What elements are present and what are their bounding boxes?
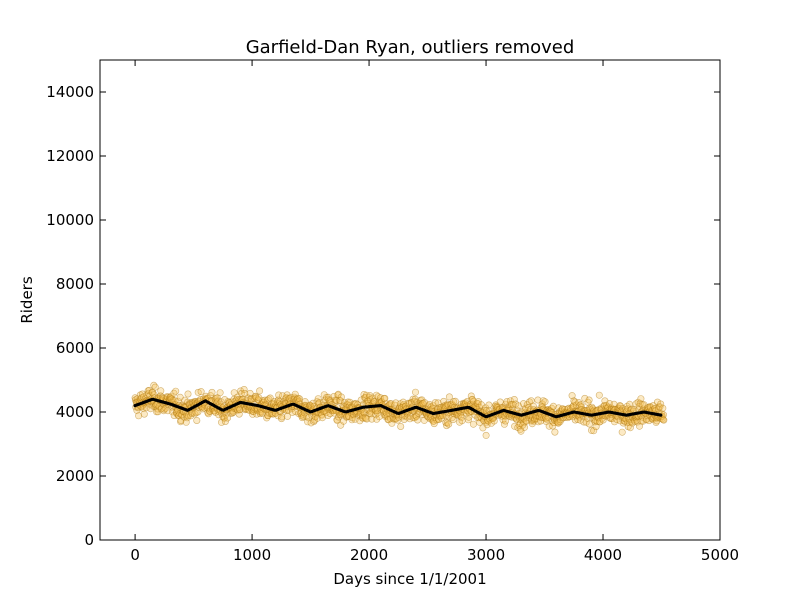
x-tick-label: 5000: [701, 546, 739, 564]
y-tick-label: 0: [84, 531, 94, 549]
data-point: [660, 416, 668, 424]
data-point: [193, 416, 201, 424]
x-tick-label: 0: [130, 546, 140, 564]
data-point: [295, 395, 303, 403]
axis-ticks: 0 1000 2000 3000 4000 5000 0 2000 4000 6000 8000 10…: [46, 60, 739, 564]
data-point: [368, 415, 376, 423]
data-point: [501, 417, 509, 425]
y-tick-label: 2000: [56, 467, 94, 485]
data-point: [363, 415, 371, 423]
data-point: [337, 393, 345, 401]
axes-frame: [99, 59, 721, 541]
data-point: [375, 413, 383, 421]
data-point: [135, 412, 143, 420]
data-point: [278, 413, 286, 421]
data-point: [634, 398, 642, 406]
data-point: [184, 412, 192, 420]
data-point: [445, 420, 453, 428]
y-axis-label: Riders: [18, 276, 36, 324]
data-point: [397, 422, 405, 430]
plot-area: [131, 381, 668, 439]
chart-title: Garfield-Dan Ryan, outliers removed: [246, 37, 575, 58]
data-point: [256, 387, 264, 395]
data-point: [637, 395, 645, 403]
data-point: [246, 389, 254, 397]
data-point: [458, 417, 466, 425]
data-point: [414, 416, 422, 424]
data-point: [464, 416, 472, 424]
x-tick-label: 3000: [467, 546, 505, 564]
data-point: [445, 393, 453, 401]
data-point: [172, 387, 180, 395]
data-point: [534, 396, 542, 404]
data-point: [541, 398, 549, 406]
data-point: [618, 428, 626, 436]
y-tick-label: 6000: [56, 339, 94, 357]
data-point: [587, 426, 595, 434]
data-point: [582, 418, 590, 426]
data-point: [657, 400, 665, 408]
data-point: [476, 418, 484, 426]
data-point: [451, 397, 459, 405]
data-point: [590, 427, 598, 435]
data-point: [635, 422, 643, 430]
data-point: [549, 402, 557, 410]
data-point: [568, 392, 576, 400]
data-point: [551, 428, 559, 436]
x-tick-label: 1000: [233, 546, 271, 564]
y-tick-label: 14000: [46, 83, 94, 101]
data-point: [140, 410, 148, 418]
data-point: [208, 388, 216, 396]
data-point: [431, 399, 439, 407]
data-point: [485, 401, 493, 409]
x-tick-label: 4000: [584, 546, 622, 564]
data-point: [527, 397, 535, 405]
data-point: [151, 383, 159, 391]
data-point: [411, 388, 419, 396]
data-point: [184, 390, 192, 398]
y-tick-label: 8000: [56, 275, 94, 293]
data-point: [595, 391, 603, 399]
trend-line: [133, 397, 663, 419]
y-tick-label: 10000: [46, 211, 94, 229]
data-point: [381, 394, 389, 402]
data-point: [520, 423, 528, 431]
data-point: [157, 387, 165, 395]
data-point: [224, 414, 232, 422]
data-point: [320, 391, 328, 399]
data-point: [469, 420, 477, 428]
x-axis-label: Days since 1/1/2001: [333, 570, 486, 588]
y-tick-label: 4000: [56, 403, 94, 421]
data-point: [183, 414, 191, 422]
data-point: [592, 423, 600, 431]
trend-point: [659, 413, 663, 417]
data-point: [482, 431, 490, 439]
data-point: [330, 392, 338, 400]
data-point: [216, 389, 224, 397]
data-point: [457, 412, 465, 420]
data-point: [197, 388, 205, 396]
data-point: [659, 404, 667, 412]
x-tick-label: 2000: [350, 546, 388, 564]
data-point: [585, 396, 593, 404]
data-point: [334, 391, 342, 399]
data-point: [194, 408, 202, 416]
data-point: [449, 415, 457, 423]
y-tick-label: 12000: [46, 147, 94, 165]
data-point: [490, 417, 498, 425]
data-point: [221, 417, 229, 425]
